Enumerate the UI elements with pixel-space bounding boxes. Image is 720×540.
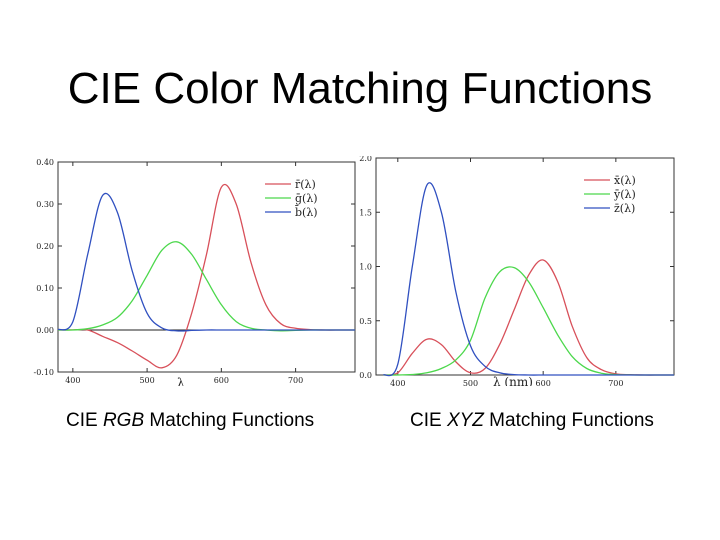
xyz-y-tick-label: 0.5 [359,317,372,326]
xyz-y-tick-label: 1.0 [359,263,372,272]
rgb-caption-suffix: Matching Functions [144,410,315,431]
page-title: CIE Color Matching Functions [67,64,653,113]
rgb-x-tick-label: 500 [139,376,154,385]
rgb-y-tick-label: -0.10 [33,368,54,377]
rgb-legend-label-3: b̄(λ) [295,206,318,219]
xyz-x-tick-label: 600 [536,379,551,386]
rgb-y-tick-label: 0.20 [36,242,54,251]
xyz-legend-label-2: ȳ(λ) [613,188,636,201]
xyz-chart-svg: 0.0 0.5 1.0 1.5 2.0 400 500 600 700 λ (nm) x̄(λ)ȳ(… [359,156,675,386]
rgb-legend-label-1: r̄(λ) [295,178,316,191]
xyz-caption-suffix: Matching Functions [483,410,654,431]
xyz-y-tick-label: 1.5 [359,208,372,217]
xyz-caption-italic: XYZ [446,410,484,431]
xyz-y-tick-label: 0.0 [359,371,372,380]
xyz-legend-label-1: x̄(λ) [614,174,636,187]
rgb-x-tick-label: 700 [288,376,303,385]
xyz-caption-prefix: CIE [410,410,447,431]
rgb-y-tick-label: 0.00 [36,326,54,335]
xyz-chart: 0.0 0.5 1.0 1.5 2.0 400 500 600 700 λ (nm) x̄(λ) ȳ(… [356,156,686,386]
xyz-legend-label-3: z̄(λ) [614,202,635,215]
xyz-series-line-1 [383,259,674,376]
rgb-y-tick-label: 0.40 [36,158,54,167]
rgb-plot-frame [57,161,356,373]
rgb-x-tick-label: 600 [214,376,229,385]
rgb-y-tick-label: 0.10 [36,284,54,293]
rgb-x-tick-label: 400 [65,376,80,385]
rgb-chart: -0.10 0.00 0.10 0.20 0.30 0.40 400 500 600 700 λ r̄… [30,156,360,386]
xyz-x-tick-label: 500 [463,379,478,386]
rgb-series-line-3 [57,192,355,332]
rgb-legend-label-2: ḡ(λ) [295,192,318,205]
rgb-caption-italic: RGB [102,410,145,431]
xyz-caption: CIE XYZ Matching Functions [410,410,654,432]
rgb-chart-svg: -0.10 0.00 0.10 0.20 0.30 0.40 400 500 600 700 λ r̄… [33,158,356,386]
xyz-x-tick-label: 400 [390,379,405,386]
xyz-y-tick-label: 2.0 [359,156,372,163]
xyz-series-line-2 [383,266,674,376]
rgb-y-tick-label: 0.30 [36,200,54,209]
xyz-series-line-3 [382,182,674,377]
rgb-x-axis-label: λ [177,376,185,386]
xyz-x-axis-label: λ (nm) [493,375,533,386]
rgb-caption-prefix: CIE [66,410,103,431]
rgb-caption: CIE RGB Matching Functions [66,410,314,432]
xyz-x-tick-label: 700 [608,379,623,386]
